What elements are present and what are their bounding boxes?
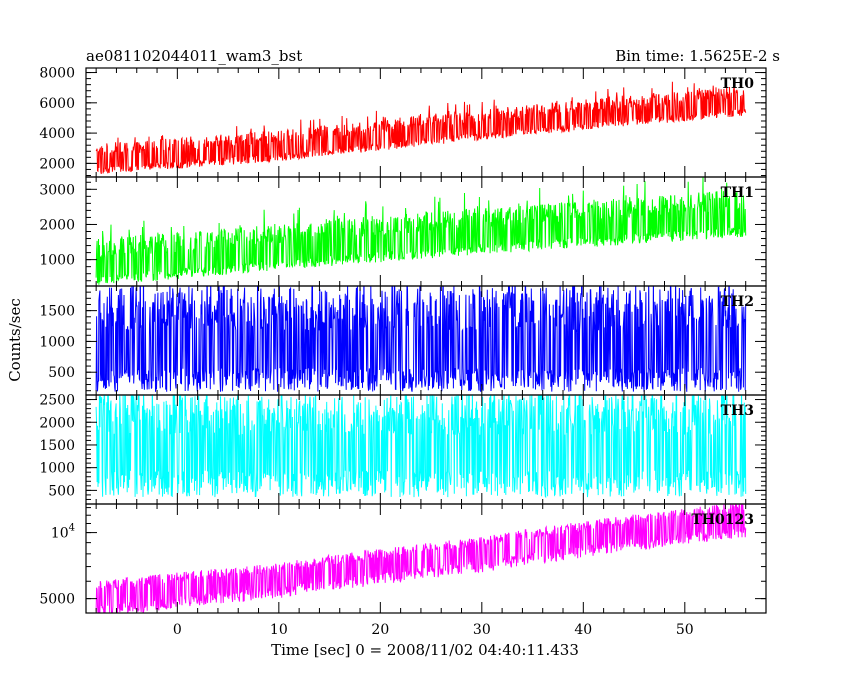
panel-th1: TH1 1000 2000 3000 (39, 176, 767, 287)
panel-th3: TH3 500 1000 1500 2000 2500 (39, 393, 767, 505)
y-tick-label: 2000 (39, 156, 75, 172)
series-th0123 (95, 504, 747, 613)
y-tick-label: 5000 (39, 592, 75, 608)
panel-label: TH1 (721, 185, 754, 201)
y-tick-label: 6000 (39, 96, 75, 112)
y-tick-label: 1500 (39, 304, 75, 320)
y-tick-label: 104 (51, 523, 75, 542)
y-tick-label: 2000 (39, 217, 75, 233)
series-th3 (95, 395, 747, 499)
y-tick-label: 1000 (39, 334, 75, 350)
y-tick-label: 1000 (39, 461, 75, 477)
y-tick-label: 2000 (39, 415, 75, 431)
bin-time-label: Bin time: 1.5625E-2 s (615, 47, 780, 65)
panel-th0: TH0 2000 4000 6000 8000 (39, 66, 767, 178)
panel-th0123: TH0123 5000 104 0 10 20 30 40 50 (39, 503, 767, 638)
series-th0 (95, 81, 747, 175)
panel-label: TH0123 (691, 512, 754, 528)
panel-label: TH3 (721, 403, 754, 419)
y-tick-label: 3000 (39, 182, 75, 198)
y-tick-label: 500 (48, 483, 75, 499)
panel-frame (85, 503, 767, 614)
series-th1 (95, 177, 747, 285)
x-tick-label: 30 (473, 622, 491, 638)
chart-title: ae081102044011_wam3_bst (86, 47, 302, 65)
panel-label: TH0 (721, 76, 755, 92)
x-tick-label: 10 (270, 622, 288, 638)
y-tick-label: 1000 (39, 253, 75, 269)
y-axis-label: Counts/sec (6, 298, 24, 382)
panels-group: TH02000400060008000TH1100020003000TH2500… (39, 66, 767, 638)
y-tick-label: 2500 (39, 393, 75, 409)
y-tick-label: 1500 (39, 438, 75, 454)
x-tick-label: 0 (173, 622, 182, 638)
panel-label: TH2 (721, 294, 754, 310)
x-tick-label: 40 (574, 622, 592, 638)
panel-th2: TH2 500 1000 1500 (39, 285, 767, 396)
y-tick-label: 500 (48, 365, 75, 381)
y-tick-label: 4000 (39, 126, 75, 142)
y-tick-label: 8000 (39, 66, 75, 82)
series-th2 (95, 286, 747, 392)
x-tick-label: 20 (371, 622, 389, 638)
x-axis-label: Time [sec] 0 = 2008/11/02 04:40:11.433 (271, 641, 579, 659)
x-tick-label: 50 (676, 622, 694, 638)
